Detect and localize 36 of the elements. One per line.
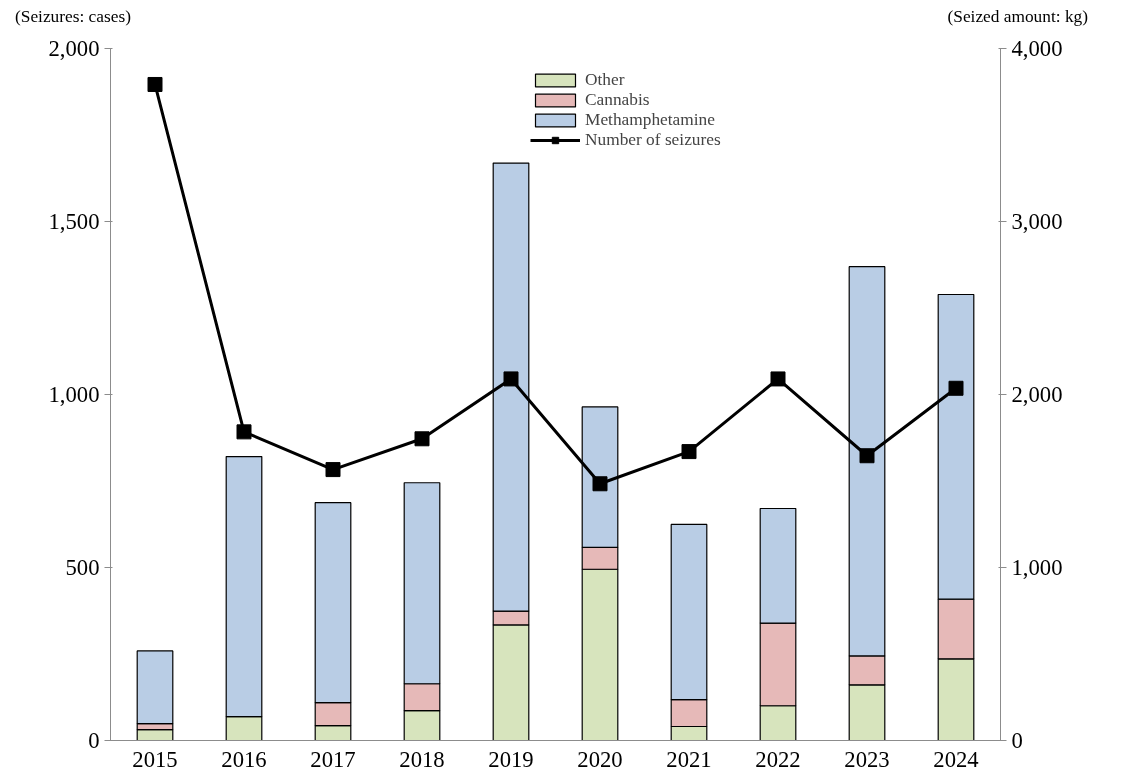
y-tick-label: 500: [65, 555, 100, 580]
x-tick-label: 2022: [755, 746, 801, 772]
x-tick-label: 2021: [666, 746, 712, 772]
point: [325, 462, 341, 478]
legend-label: Cannabis: [585, 90, 650, 110]
point: [414, 431, 430, 447]
point: [681, 444, 697, 460]
y2-tick-label: 2,000: [1011, 382, 1063, 407]
x-tick-label: 2015: [132, 746, 178, 772]
point: [770, 371, 786, 387]
y-tick-label: 1,000: [48, 382, 100, 407]
y-tick-label: 0: [88, 728, 100, 753]
point: [859, 448, 875, 464]
point: [948, 380, 964, 396]
x-tick-label: 2024: [933, 746, 979, 772]
y-axis-title: (Seizures: cases): [15, 6, 131, 28]
x-tick-label: 2017: [310, 746, 356, 772]
y2-tick-label: 3,000: [1011, 209, 1063, 234]
legend-label: Other: [585, 70, 625, 90]
point: [236, 424, 252, 440]
y-tick-label: 2,000: [48, 36, 100, 61]
y2-tick-label: 0: [1011, 728, 1023, 753]
y-tick-label: 1,500: [48, 209, 100, 234]
x-tick-label: 2020: [577, 746, 623, 772]
x-tick-label: 2016: [221, 746, 267, 772]
y2-tick-label: 4,000: [1011, 36, 1063, 61]
point: [592, 476, 608, 492]
y2-axis-title: (Seized amount: kg): [947, 6, 1088, 28]
point: [147, 76, 163, 92]
y2-tick-label: 1,000: [1011, 555, 1063, 580]
point: [503, 371, 519, 387]
x-tick-label: 2019: [488, 746, 534, 772]
legend-label: Methamphetamine: [585, 110, 715, 130]
x-tick-label: 2023: [844, 746, 890, 772]
x-tick-label: 2018: [399, 746, 445, 772]
legend-label: Number of seizures: [585, 130, 721, 150]
